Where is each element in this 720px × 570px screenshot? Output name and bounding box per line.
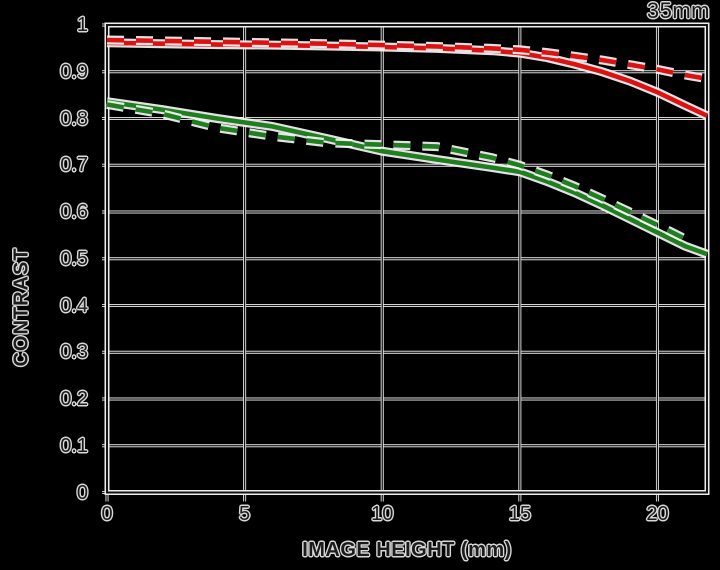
y-tick-label: 0.7	[60, 154, 88, 177]
y-tick-label: 0.8	[60, 107, 88, 130]
x-axis-title: IMAGE HEIGHT (mm)	[302, 539, 512, 561]
series-green-solid	[106, 99, 708, 257]
y-axis-title: CONTRAST	[10, 247, 33, 367]
x-tick-label: 20	[646, 503, 669, 525]
series-red-solid-halo	[106, 38, 709, 120]
y-tick-label: 0.6	[60, 201, 88, 223]
series-red-dashed	[106, 37, 708, 82]
y-tick-label: 0.2	[60, 388, 88, 410]
y-tick-label: 0.9	[60, 60, 88, 83]
focal-length-label: 35mm	[646, 0, 710, 23]
y-tick-label: 0	[76, 481, 88, 504]
y-tick-label: 0.1	[60, 434, 88, 457]
x-tick-label: 5	[239, 503, 251, 525]
x-tick-label: 10	[371, 503, 394, 525]
plot-box	[106, 24, 708, 494]
series-green-dashed	[106, 102, 692, 244]
y-tick-label: 0.4	[60, 294, 88, 317]
series-green-dashed-halo	[106, 100, 693, 246]
series-red-solid	[106, 40, 708, 118]
y-tick-label: 0.5	[60, 247, 88, 270]
y-tick-label: 0.3	[60, 341, 88, 364]
y-tick-label: 1	[76, 14, 88, 36]
x-tick-label: 0	[101, 503, 113, 525]
x-tick-label: 15	[508, 503, 531, 525]
